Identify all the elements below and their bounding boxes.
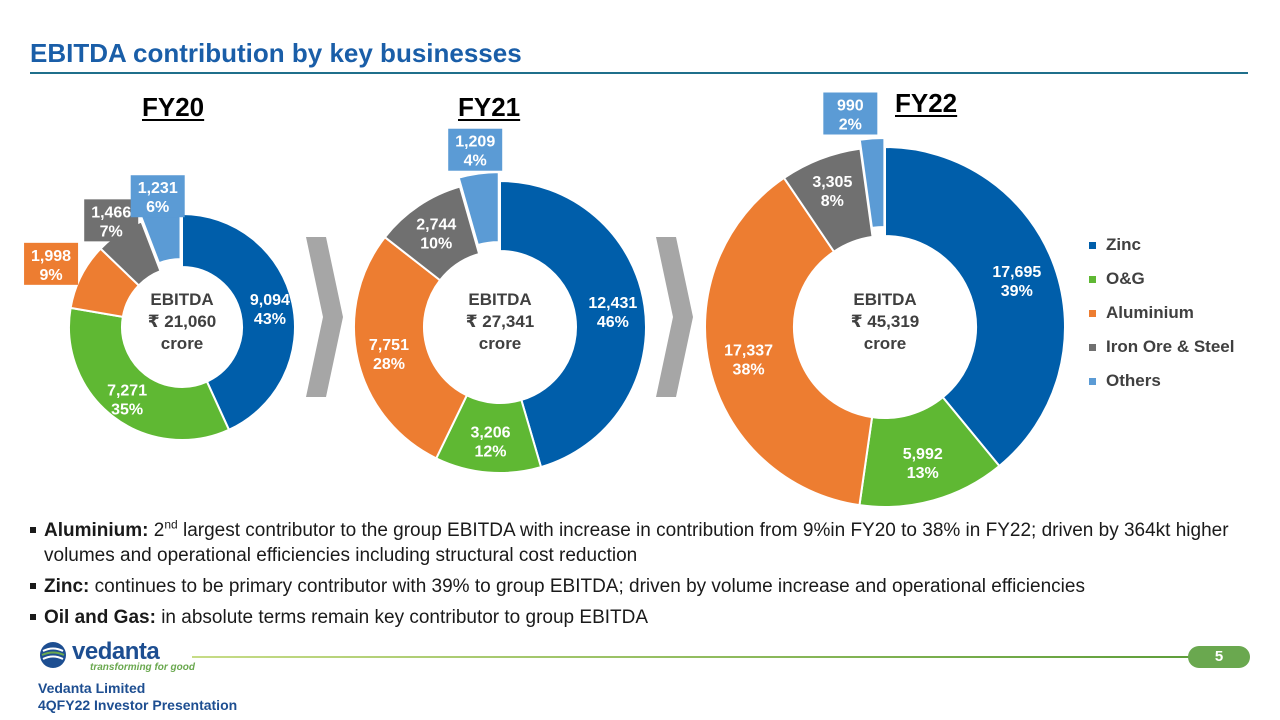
data-label-bg xyxy=(84,199,139,242)
legend-item: Zinc xyxy=(1089,234,1234,268)
data-label-bg xyxy=(823,92,878,135)
bullet-text: largest contributor to the group EBITDA … xyxy=(44,520,1229,566)
slice-fy22-zinc xyxy=(884,145,1066,468)
legend-swatch-og xyxy=(1089,276,1096,283)
bullet-heading: Zinc: xyxy=(44,576,90,597)
data-label-bg xyxy=(24,242,79,285)
data-label-iron-ore-steel: 3,305 8% xyxy=(812,174,852,210)
data-label-iron-ore-steel: 2,744 10% xyxy=(416,216,456,252)
legend-label: Iron Ore & Steel xyxy=(1106,337,1235,356)
legend-item: Aluminium xyxy=(1089,302,1234,336)
vedanta-logo: vedanta transforming for good xyxy=(38,638,198,680)
legend-swatch-iron-ore-steel xyxy=(1089,344,1096,351)
data-label-others: 1,231 6% xyxy=(138,180,178,216)
chart-title-fy21: FY21 xyxy=(458,92,521,122)
logo-tagline: transforming for good xyxy=(90,662,195,673)
legend-item: Iron Ore & Steel xyxy=(1089,336,1234,370)
data-label-zinc: 9,094 43% xyxy=(250,292,290,328)
data-label-bg xyxy=(448,128,503,171)
bullet-square-icon xyxy=(30,527,36,533)
donut-charts: 9,094 43% 7,271 35% 1,998 9% 1,466 7%1,231 6% EBI… xyxy=(24,92,1066,508)
bullet-heading: Aluminium: xyxy=(44,520,149,541)
legend-item: O&G xyxy=(1089,268,1234,302)
bullet-superscript: nd xyxy=(164,517,178,532)
legend-label: Others xyxy=(1106,371,1161,390)
slice-fy21-zinc xyxy=(499,179,647,469)
legend-swatch-aluminium xyxy=(1089,310,1096,317)
title-divider xyxy=(30,72,1248,74)
vedanta-globe-icon xyxy=(40,642,66,668)
page-number: 5 xyxy=(1188,646,1250,668)
commentary-bullets: Aluminium: 2nd largest contributor to th… xyxy=(30,518,1255,636)
legend-label: Aluminium xyxy=(1106,303,1194,322)
legend-label: Zinc xyxy=(1106,235,1141,254)
progress-arrow-2 xyxy=(656,237,693,397)
data-label-o-g: 5,992 13% xyxy=(903,446,943,482)
data-label-o-g: 3,206 12% xyxy=(470,425,510,461)
data-label-aluminium: 1,998 9% xyxy=(31,248,71,284)
slice-fy21-others xyxy=(457,171,500,247)
slice-fy21-iron-ore-steel xyxy=(383,185,481,282)
legend-label: O&G xyxy=(1106,269,1145,288)
center-label-fy22: EBITDA ₹ 45,319 crore xyxy=(851,290,920,353)
bullet-oil-gas: Oil and Gas: in absolute terms remain ke… xyxy=(30,605,1255,630)
legend-swatch-zinc xyxy=(1089,242,1096,249)
bullet-text: in absolute terms remain key contributor… xyxy=(155,607,649,628)
slice-fy22-others xyxy=(858,137,886,230)
bullet-heading: Oil and Gas: xyxy=(44,607,156,628)
progress-arrow-1 xyxy=(306,237,343,397)
presentation-name: 4QFY22 Investor Presentation xyxy=(38,697,238,713)
company-name: Vedanta Limited xyxy=(38,680,146,696)
data-label-bg xyxy=(130,175,185,218)
page-title: EBITDA contribution by key businesses xyxy=(30,38,522,68)
data-label-aluminium: 17,337 38% xyxy=(724,342,773,378)
donut-fy21: 12,431 46% 3,206 12% 7,751 28% 2,744 10% 1,209 4%… xyxy=(353,128,647,474)
data-label-o-g: 7,271 35% xyxy=(107,382,147,418)
data-label-aluminium: 7,751 28% xyxy=(369,337,409,373)
donut-fy22: 17,695 39% 5,992 13% 17,337 38% 3,305 8% 990 2% EB… xyxy=(704,92,1066,508)
slice-fy22-aluminium xyxy=(704,176,874,507)
bullet-zinc: Zinc: continues to be primary contributo… xyxy=(30,574,1255,599)
chart-title-fy22: FY22 xyxy=(895,88,958,118)
center-label-fy21: EBITDA ₹ 27,341 crore xyxy=(466,290,535,353)
bullet-text: continues to be primary contributor with… xyxy=(89,576,1085,597)
logo-wordmark: vedanta xyxy=(72,638,160,665)
chart-title-fy20: FY20 xyxy=(142,92,205,122)
legend-swatch-others xyxy=(1089,378,1096,385)
center-label-fy20: EBITDA ₹ 21,060 crore xyxy=(148,290,217,353)
slice-fy20-o-g xyxy=(68,306,231,441)
slice-fy20-zinc xyxy=(181,212,296,432)
footer-company: Vedanta Limited 4QFY22 Investor Presenta… xyxy=(38,680,237,714)
data-label-others: 1,209 4% xyxy=(455,134,495,170)
bullet-square-icon xyxy=(30,583,36,589)
footer-divider xyxy=(192,656,1192,658)
data-label-zinc: 17,695 39% xyxy=(992,264,1041,300)
bullet-square-icon xyxy=(30,614,36,620)
slice-fy21-aluminium xyxy=(353,235,469,460)
bullet-aluminium: Aluminium: 2nd largest contributor to th… xyxy=(30,518,1255,568)
data-label-others: 990 2% xyxy=(837,98,864,134)
chart-legend: Zinc O&G Aluminium Iron Ore & Steel Othe… xyxy=(1089,234,1234,404)
data-label-iron-ore-steel: 1,466 7% xyxy=(91,204,131,240)
legend-item: Others xyxy=(1089,370,1234,404)
data-label-zinc: 12,431 46% xyxy=(588,295,637,331)
donut-fy20: 9,094 43% 7,271 35% 1,998 9% 1,466 7%1,231 6% EBI… xyxy=(24,175,296,441)
bullet-text-pre: 2 xyxy=(148,520,165,541)
